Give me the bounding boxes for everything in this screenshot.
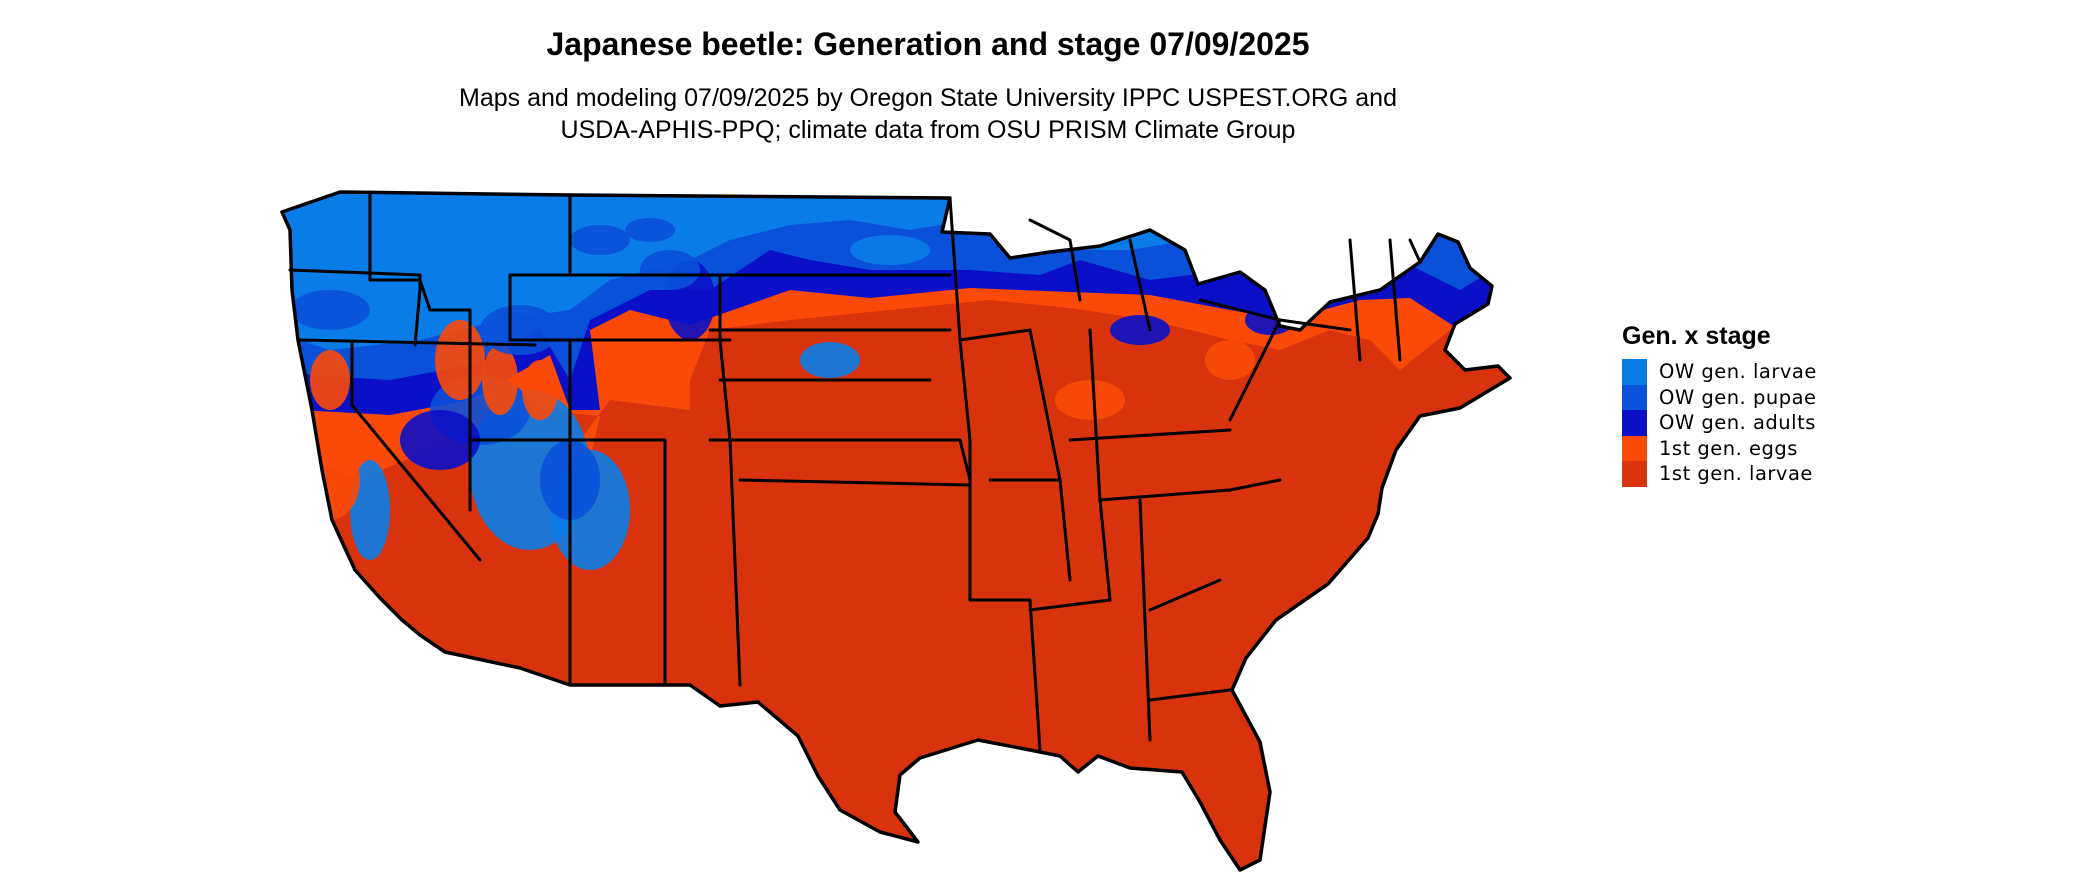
state-border: [1148, 578, 1222, 612]
legend-item-ow-adults: OW gen. adults: [1622, 410, 1817, 436]
state-border: [1028, 218, 1082, 302]
stage-patch: [1205, 340, 1255, 380]
state-border: [738, 478, 972, 487]
state-boundaries: [288, 193, 1422, 752]
state-border: [1148, 688, 1232, 702]
stage-patch: [625, 218, 675, 242]
legend-label-1st-larvae: 1st gen. larvae: [1659, 462, 1813, 486]
stage-patch: [800, 342, 860, 378]
state-border: [718, 338, 732, 442]
stage-patch: [640, 250, 700, 290]
legend-title: Gen. x stage: [1622, 322, 1771, 350]
legend-item-ow-larvae: OW gen. larvae: [1622, 359, 1817, 385]
subtitle-line-2: USDA-APHIS-PPQ; climate data from OSU PR…: [560, 116, 1296, 144]
legend-swatch-1st-larvae: [1622, 461, 1647, 487]
state-border: [1068, 428, 1232, 442]
region-ow-larvae: [282, 192, 1510, 350]
state-border: [1028, 598, 1112, 612]
us-phenology-map: [280, 190, 1512, 872]
state-border: [1388, 238, 1402, 362]
state-border: [288, 268, 422, 292]
legend-item-1st-larvae: 1st gen. larvae: [1622, 461, 1817, 487]
legend-swatch-ow-pupae: [1622, 384, 1647, 410]
stage-patch: [480, 305, 560, 355]
legend-item-ow-pupae: OW gen. pupae: [1622, 384, 1817, 410]
stage-regions: [282, 192, 1510, 870]
stage-patch: [570, 225, 630, 255]
subtitle-line-1: Maps and modeling 07/09/2025 by Oregon S…: [459, 84, 1397, 112]
state-border: [708, 438, 972, 482]
stage-patch: [522, 360, 558, 420]
stage-patch: [350, 460, 390, 560]
legend-item-1st-eggs: 1st gen. eggs: [1622, 435, 1817, 461]
state-border: [1408, 238, 1422, 264]
stage-patch: [1275, 255, 1345, 305]
state-border: [298, 338, 537, 347]
state-border: [958, 328, 1032, 342]
stage-patch: [1110, 315, 1170, 345]
stage-patch: [290, 290, 370, 330]
legend-label-1st-eggs: 1st gen. eggs: [1659, 436, 1798, 460]
state-border: [1228, 338, 1272, 422]
legend-swatch-ow-adults: [1622, 410, 1647, 436]
state-border: [413, 288, 422, 347]
state-border: [1128, 238, 1152, 332]
map-title: Japanese beetle: Generation and stage 07…: [546, 26, 1310, 62]
legend-label-ow-adults: OW gen. adults: [1659, 411, 1816, 435]
state-border: [968, 598, 1042, 752]
legend-swatch-ow-larvae: [1622, 359, 1647, 385]
legend-label-ow-larvae: OW gen. larvae: [1659, 360, 1817, 384]
stage-patch: [482, 345, 518, 415]
state-border: [350, 340, 482, 562]
legend: Gen. x stage OW gen. larvae OW gen. pupa…: [1622, 322, 1817, 487]
stage-patch: [850, 235, 930, 265]
state-border: [1138, 498, 1152, 742]
state-border: [1098, 478, 1282, 502]
stage-patch: [310, 350, 350, 410]
legend-label-ow-pupae: OW gen. pupae: [1659, 385, 1817, 409]
legend-swatch-1st-eggs: [1622, 435, 1647, 461]
stage-patch: [1055, 380, 1125, 420]
stage-patch: [400, 410, 480, 470]
state-border: [1348, 238, 1362, 362]
stage-patch: [435, 320, 485, 400]
state-border: [728, 438, 742, 687]
state-border: [508, 193, 572, 342]
state-border: [1278, 318, 1352, 332]
state-border: [368, 278, 472, 342]
map-subtitle: Maps and modeling 07/09/2025 by Oregon S…: [0, 82, 1856, 146]
